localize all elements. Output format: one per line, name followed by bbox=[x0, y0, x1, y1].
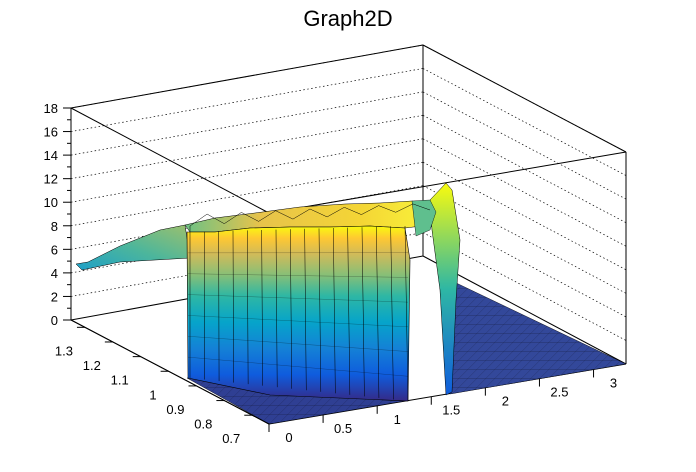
x-tick-label: 1.5 bbox=[442, 403, 460, 418]
x-tick-label: 1 bbox=[394, 412, 401, 427]
front-edges bbox=[70, 319, 270, 425]
mesh-line bbox=[290, 229, 292, 389]
x-tick-label: 0 bbox=[285, 430, 292, 445]
surface bbox=[75, 182, 627, 425]
mesh-line bbox=[390, 226, 394, 400]
y-tick-label: 0.9 bbox=[166, 402, 184, 417]
mesh-line bbox=[275, 229, 278, 388]
y-tick-label: 0.7 bbox=[222, 431, 240, 446]
x-tick-label: 2 bbox=[502, 394, 509, 409]
z-tick-label: 4 bbox=[51, 266, 58, 281]
z-tick-label: 8 bbox=[51, 219, 58, 234]
mesh-line bbox=[376, 226, 380, 398]
mesh-line bbox=[187, 336, 409, 352]
y-tick-label: 1.2 bbox=[83, 358, 101, 373]
mesh-line bbox=[232, 230, 234, 383]
y-tick-label: 1.3 bbox=[55, 343, 73, 358]
surface-front-wall bbox=[186, 225, 411, 402]
z-grid-line bbox=[422, 68, 627, 176]
mesh-line bbox=[187, 294, 409, 303]
z-axis: 0 2 4 6 8 10 12 14 16 18 bbox=[44, 101, 71, 328]
mesh-line bbox=[404, 225, 409, 402]
mesh-line bbox=[347, 227, 351, 395]
mesh-line bbox=[247, 230, 249, 385]
surface-left-shoulder bbox=[75, 224, 191, 271]
z-tick-label: 10 bbox=[44, 195, 58, 210]
x-axis: 0 0.5 1 1.5 2 2.5 3 bbox=[268, 369, 617, 445]
y-tick-label: 0.8 bbox=[194, 417, 212, 432]
y-tick-label: 1 bbox=[149, 387, 156, 402]
z-tick-label: 14 bbox=[44, 148, 58, 163]
x-tick-label: 0.5 bbox=[334, 421, 352, 436]
z-grid-line bbox=[422, 91, 627, 200]
z-tick-label: 12 bbox=[44, 172, 58, 187]
z-tick-label: 0 bbox=[51, 313, 58, 328]
mesh-line bbox=[318, 228, 322, 392]
z-grid-line bbox=[70, 91, 424, 156]
x-tick-label: 3 bbox=[610, 375, 617, 390]
mesh-line bbox=[187, 315, 409, 328]
surface-spike bbox=[429, 182, 461, 396]
mesh-line bbox=[261, 229, 263, 386]
y-tick-label: 1.1 bbox=[111, 373, 129, 388]
z-tick-label: 18 bbox=[44, 101, 58, 116]
chart-title: Graph2D bbox=[303, 6, 392, 31]
mesh-line bbox=[187, 356, 409, 377]
z-grid-line bbox=[70, 114, 424, 180]
mesh-line bbox=[189, 203, 431, 232]
mesh-line bbox=[361, 227, 365, 397]
mesh-line bbox=[333, 227, 336, 394]
z-tick-label: 16 bbox=[44, 125, 58, 140]
surface-mesh-lines bbox=[187, 203, 431, 402]
z-tick-label: 6 bbox=[51, 242, 58, 257]
mesh-line bbox=[304, 228, 307, 391]
z-grid-line bbox=[70, 138, 424, 203]
y-axis: 0.7 0.8 0.9 1 1.1 1.2 1.3 bbox=[55, 326, 253, 446]
mesh-line bbox=[187, 273, 409, 278]
x-tick-label: 2.5 bbox=[550, 385, 568, 400]
z-grid-line bbox=[70, 68, 424, 132]
z-tick-label: 2 bbox=[51, 289, 58, 304]
